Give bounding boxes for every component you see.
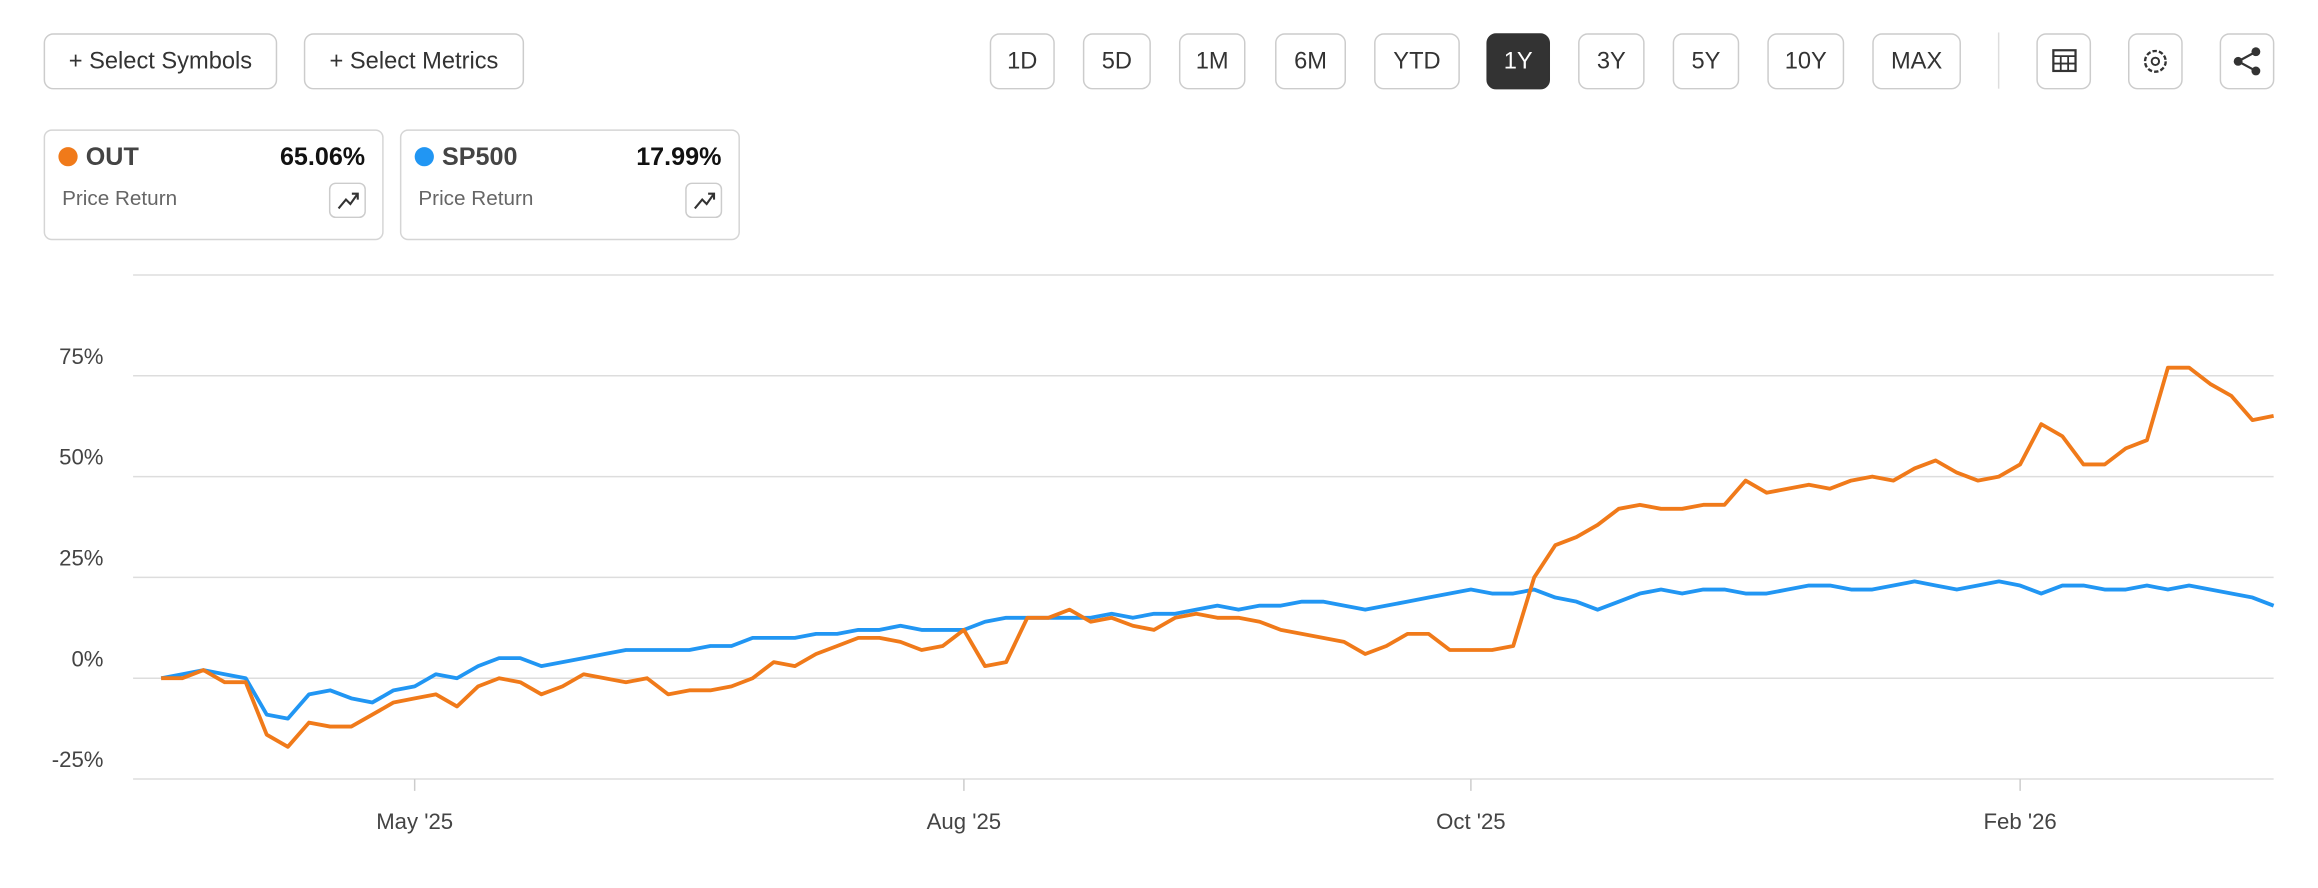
icon-button[interactable] bbox=[2219, 33, 2275, 90]
legend-subtitle: Price Return bbox=[418, 187, 533, 210]
y-tick-label: 0% bbox=[71, 646, 103, 671]
range-button[interactable] bbox=[1178, 33, 1246, 90]
icon bbox=[2251, 47, 2261, 57]
range-button-label[interactable]: 10Y bbox=[1785, 48, 1827, 74]
icon bbox=[2150, 56, 2161, 67]
x-tick-label: May '25 bbox=[376, 809, 453, 834]
x-tick-label: Feb '26 bbox=[1984, 809, 2057, 834]
x-tick-label: Oct '25 bbox=[1436, 809, 1506, 834]
legend-card[interactable] bbox=[399, 129, 740, 241]
icon bbox=[2251, 66, 2261, 76]
trend-icon bbox=[337, 192, 359, 210]
table-icon[interactable] bbox=[2036, 33, 2092, 90]
range-button-label[interactable]: 5D bbox=[1102, 48, 1132, 74]
icon bbox=[2143, 49, 2167, 73]
legend-name: OUT bbox=[86, 143, 140, 171]
range-button[interactable] bbox=[1767, 33, 1845, 90]
range-button[interactable] bbox=[1872, 33, 1961, 90]
legend-card[interactable] bbox=[43, 129, 384, 241]
select-button-label[interactable]: + Select Metrics bbox=[330, 48, 499, 74]
icon bbox=[2233, 56, 2243, 66]
series-line bbox=[161, 365, 2275, 749]
settings-icon[interactable] bbox=[2128, 33, 2183, 90]
y-tick-label: 50% bbox=[59, 445, 103, 470]
range-button-label[interactable]: 3Y bbox=[1597, 48, 1626, 74]
range-button-label[interactable]: YTD bbox=[1393, 48, 1440, 74]
y-tick-label: -25% bbox=[52, 747, 104, 772]
icon-button[interactable] bbox=[2036, 33, 2092, 90]
range-button-label[interactable]: 1D bbox=[1007, 48, 1037, 74]
range-button-label[interactable]: 5Y bbox=[1692, 48, 1721, 74]
x-tick-label: Aug '25 bbox=[927, 809, 1001, 834]
legend-dot bbox=[414, 147, 434, 167]
icon bbox=[2052, 49, 2077, 73]
range-button-label[interactable]: 1M bbox=[1196, 48, 1229, 74]
trend-icon bbox=[694, 192, 716, 210]
icon bbox=[2053, 55, 2076, 71]
range-button-label[interactable]: 6M bbox=[1294, 48, 1327, 74]
range-button[interactable] bbox=[1275, 33, 1347, 90]
y-tick-label: 25% bbox=[59, 546, 103, 571]
range-button[interactable] bbox=[989, 33, 1055, 90]
range-button[interactable] bbox=[1486, 33, 1551, 90]
legend-value: 17.99% bbox=[636, 143, 721, 171]
range-button[interactable] bbox=[1082, 33, 1151, 90]
icon-button[interactable] bbox=[2128, 33, 2183, 90]
range-button[interactable] bbox=[1374, 33, 1460, 90]
series-line bbox=[160, 579, 2275, 721]
range-button[interactable] bbox=[1578, 33, 1645, 90]
range-button[interactable] bbox=[1672, 33, 1740, 90]
y-tick-label: 75% bbox=[59, 344, 103, 369]
select-button[interactable] bbox=[43, 33, 278, 90]
legend-subtitle: Price Return bbox=[62, 187, 177, 210]
legend-name: SP500 bbox=[442, 143, 517, 171]
range-button-label[interactable]: MAX bbox=[1891, 48, 1942, 74]
select-button-label[interactable]: + Select Symbols bbox=[69, 48, 252, 74]
share-icon[interactable] bbox=[2219, 33, 2275, 90]
range-button-label[interactable]: 1Y bbox=[1504, 48, 1533, 74]
select-button[interactable] bbox=[303, 33, 525, 90]
legend-dot bbox=[58, 147, 78, 167]
legend-value: 65.06% bbox=[280, 143, 365, 171]
